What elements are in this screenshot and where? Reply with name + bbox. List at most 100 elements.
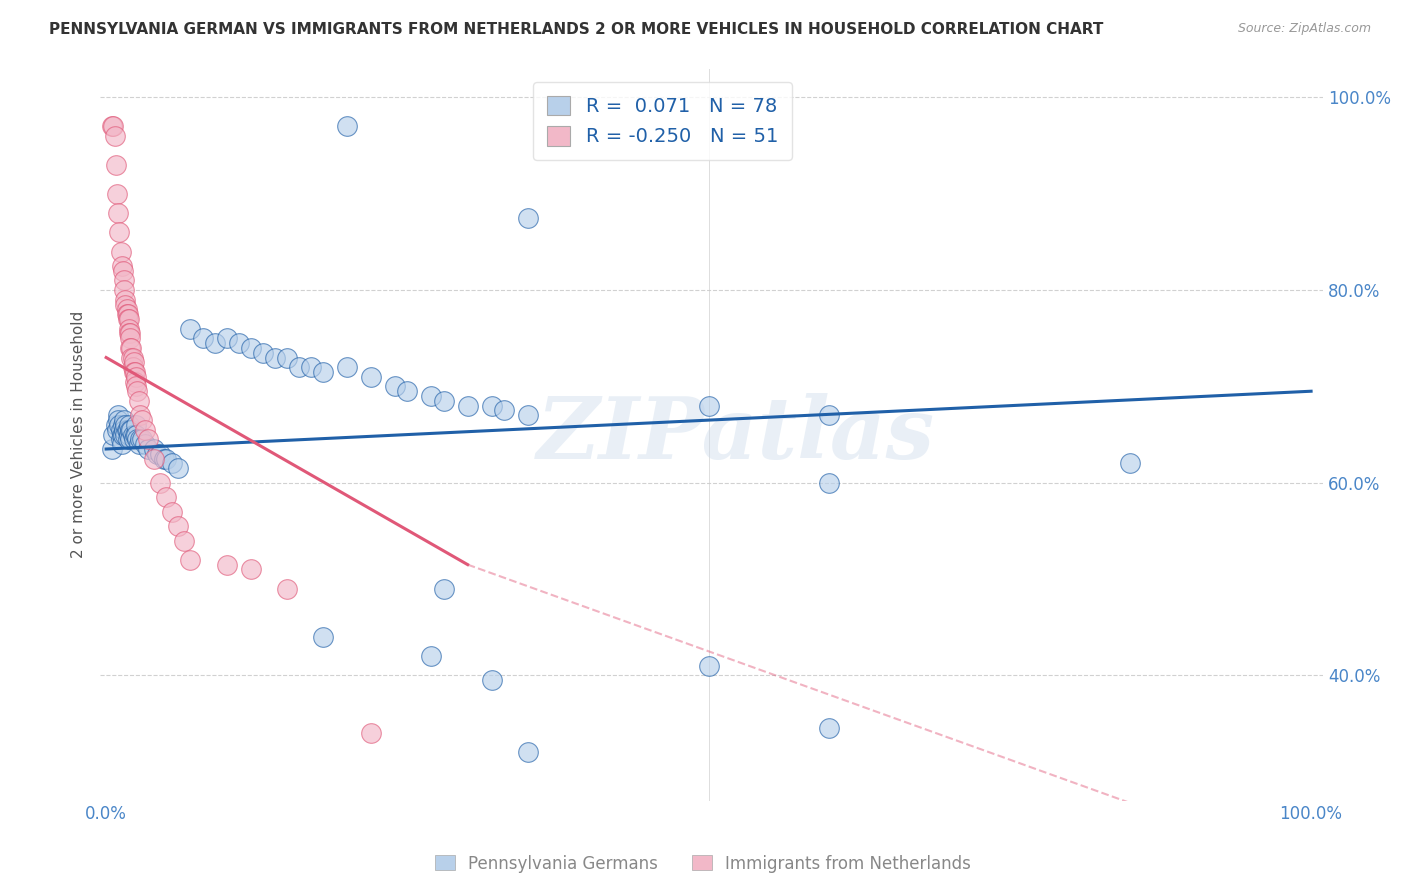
Point: [118, 312, 141, 326]
Point: [299, 360, 322, 375]
Point: [167, 461, 190, 475]
Point: [118, 321, 141, 335]
Point: [121, 351, 143, 365]
Point: [122, 355, 145, 369]
Point: [239, 562, 262, 576]
Point: [120, 433, 142, 447]
Point: [111, 417, 134, 432]
Text: ZIPatlas: ZIPatlas: [537, 392, 935, 476]
Point: [114, 427, 136, 442]
Point: [312, 630, 335, 644]
Point: [101, 120, 124, 134]
Point: [120, 341, 142, 355]
Point: [104, 417, 127, 432]
Point: [143, 451, 166, 466]
Point: [134, 437, 156, 451]
Point: [134, 423, 156, 437]
Point: [101, 442, 124, 456]
Point: [127, 433, 149, 447]
Point: [432, 393, 454, 408]
Point: [149, 475, 172, 490]
Point: [120, 423, 142, 437]
Point: [111, 437, 134, 451]
Point: [360, 369, 382, 384]
Point: [125, 417, 148, 432]
Point: [215, 331, 238, 345]
Point: [516, 409, 538, 423]
Point: [125, 369, 148, 384]
Point: [276, 582, 298, 596]
Point: [312, 365, 335, 379]
Point: [107, 413, 129, 427]
Point: [215, 558, 238, 572]
Point: [396, 384, 419, 399]
Point: [125, 427, 148, 442]
Point: [204, 336, 226, 351]
Point: [336, 120, 359, 134]
Point: [336, 360, 359, 375]
Point: [136, 442, 159, 456]
Point: [155, 451, 177, 466]
Point: [818, 409, 841, 423]
Point: [516, 746, 538, 760]
Point: [117, 307, 139, 321]
Point: [104, 158, 127, 172]
Point: [131, 433, 153, 447]
Point: [276, 351, 298, 365]
Point: [112, 283, 135, 297]
Point: [121, 427, 143, 442]
Point: [125, 379, 148, 393]
Point: [117, 312, 139, 326]
Point: [191, 331, 214, 345]
Point: [111, 427, 134, 442]
Point: [118, 427, 141, 442]
Point: [111, 264, 134, 278]
Point: [124, 427, 146, 442]
Point: [481, 673, 503, 688]
Point: [108, 225, 131, 239]
Point: [432, 582, 454, 596]
Point: [697, 399, 720, 413]
Point: [128, 437, 150, 451]
Point: [117, 423, 139, 437]
Point: [124, 375, 146, 389]
Point: [124, 365, 146, 379]
Point: [103, 120, 125, 134]
Point: [122, 433, 145, 447]
Point: [118, 417, 141, 432]
Point: [420, 389, 443, 403]
Point: [516, 211, 538, 225]
Point: [384, 379, 406, 393]
Point: [103, 128, 125, 143]
Point: [117, 433, 139, 447]
Point: [111, 259, 134, 273]
Point: [288, 360, 311, 375]
Point: [112, 273, 135, 287]
Point: [155, 490, 177, 504]
Point: [114, 293, 136, 307]
Point: [127, 384, 149, 399]
Point: [128, 433, 150, 447]
Point: [128, 393, 150, 408]
Point: [115, 302, 138, 317]
Point: [107, 206, 129, 220]
Point: [143, 442, 166, 456]
Y-axis label: 2 or more Vehicles in Household: 2 or more Vehicles in Household: [72, 311, 86, 558]
Point: [120, 326, 142, 341]
Point: [107, 409, 129, 423]
Point: [481, 399, 503, 413]
Point: [153, 451, 176, 466]
Point: [114, 297, 136, 311]
Point: [120, 351, 142, 365]
Point: [252, 345, 274, 359]
Point: [149, 447, 172, 461]
Point: [114, 417, 136, 432]
Point: [162, 457, 184, 471]
Point: [136, 433, 159, 447]
Point: [420, 649, 443, 664]
Point: [131, 413, 153, 427]
Point: [818, 475, 841, 490]
Point: [492, 403, 515, 417]
Point: [179, 321, 201, 335]
Point: [121, 360, 143, 375]
